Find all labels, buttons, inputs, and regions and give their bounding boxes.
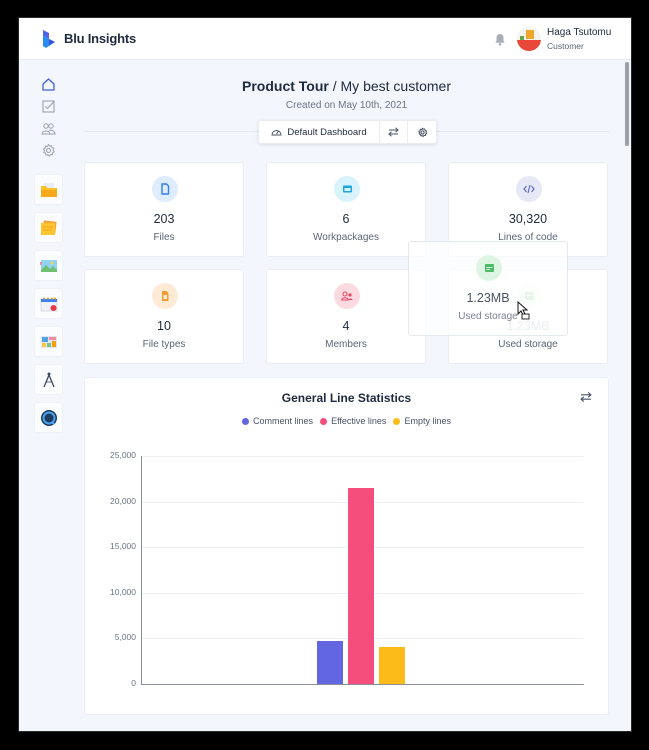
legend-item[interactable]: Empty lines	[393, 416, 451, 426]
swap-chart-icon[interactable]	[580, 391, 592, 403]
file-type-icon	[152, 283, 178, 309]
stat-card-members[interactable]: 4 Members	[266, 269, 426, 364]
customer-name: My best customer	[340, 78, 451, 94]
legend-label: Effective lines	[331, 416, 387, 426]
storage-icon	[476, 255, 502, 281]
gear-icon	[417, 127, 427, 137]
bar-comment-lines[interactable]	[317, 640, 343, 684]
stat-value: 4	[342, 319, 350, 333]
folder-icon	[40, 182, 57, 197]
legend-dot-icon	[242, 417, 250, 425]
gear-icon[interactable]	[41, 143, 56, 158]
app-tile-calendar[interactable]	[34, 288, 63, 319]
bar-chart: 0 5,000 10,000 15,000 20,000 25,000	[85, 378, 610, 716]
stat-label: Used storage	[458, 311, 518, 322]
calendar-icon	[40, 297, 57, 311]
scrollbar-thumb[interactable]	[625, 62, 629, 146]
speedometer-icon	[271, 130, 282, 136]
chart-title: General Line Statistics	[281, 391, 412, 405]
top-bar: Blu Insights Haga Tsutomu Customer	[19, 18, 631, 60]
sync-icon	[40, 409, 57, 426]
default-dashboard-label: Default Dashboard	[287, 126, 367, 138]
legend-item[interactable]: Effective lines	[320, 416, 386, 426]
stat-value: 6	[342, 212, 350, 226]
bar-empty-lines[interactable]	[379, 646, 405, 684]
users-icon[interactable]	[41, 121, 56, 136]
stat-label: Members	[325, 339, 367, 350]
y-axis-tick-label: 5,000	[114, 632, 136, 643]
chart-legend: Comment lines Effective lines Empty lines	[85, 416, 608, 426]
sticky-notes-icon	[40, 219, 57, 235]
brand-name: Blu Insights	[64, 31, 136, 46]
legend-label: Empty lines	[404, 416, 451, 426]
default-dashboard-button[interactable]: Default Dashboard	[259, 121, 380, 143]
page-scrollbar[interactable]	[624, 60, 630, 731]
app-tile-dashboards[interactable]	[34, 326, 63, 357]
x-axis	[141, 684, 584, 685]
dashboard-tiles-icon	[40, 335, 57, 348]
stat-value: 203	[153, 212, 175, 226]
stat-value: 30,320	[508, 212, 548, 226]
user-name[interactable]: Haga Tsutomu	[547, 27, 612, 38]
legend-item[interactable]: Comment lines	[242, 416, 313, 426]
stat-card-files[interactable]: 203 Files	[84, 162, 244, 257]
app-tile-codebase[interactable]	[34, 174, 63, 205]
y-axis	[141, 456, 142, 684]
stat-label: Files	[153, 232, 175, 243]
swap-arrows-icon	[388, 127, 399, 137]
project-name: Product Tour	[242, 78, 329, 94]
gridline	[141, 456, 584, 457]
stat-label: Workpackages	[313, 232, 379, 243]
stat-label: File types	[142, 339, 186, 350]
stat-label: Used storage	[498, 339, 558, 350]
created-date: Created on May 10th, 2021	[285, 100, 408, 111]
switch-dashboard-button[interactable]	[380, 121, 408, 143]
home-icon[interactable]	[41, 77, 56, 92]
move-cursor-icon	[517, 301, 530, 320]
stat-value: 1.23MB	[466, 291, 510, 305]
page-title: Product Tour / My best customer	[84, 78, 609, 94]
stat-card-file-types[interactable]: 10 File types	[84, 269, 244, 364]
y-axis-tick-label: 20,000	[110, 495, 136, 506]
bar-effective-lines[interactable]	[348, 487, 374, 684]
stat-card-workpackages[interactable]: 6 Workpackages	[266, 162, 426, 257]
y-axis-tick-label: 10,000	[110, 586, 136, 597]
blu-insights-logo-icon[interactable]	[41, 29, 57, 49]
compass-icon	[42, 372, 55, 387]
user-role: Customer	[547, 41, 584, 51]
app-tile-toolbox[interactable]	[34, 364, 63, 395]
stat-value: 10	[157, 319, 171, 333]
app-window: Blu Insights Haga Tsutomu Customer	[18, 17, 632, 732]
window-icon	[334, 176, 360, 202]
legend-dot-icon	[393, 417, 401, 425]
stat-label: Lines of code	[498, 232, 558, 243]
avatar[interactable]	[517, 27, 541, 51]
dashboard-settings-button[interactable]	[408, 121, 436, 143]
title-separator: /	[328, 78, 341, 94]
general-line-statistics-card: General Line Statistics Comment lines Eff…	[84, 377, 609, 715]
dragging-stat-card-used-storage[interactable]: 1.23MB Used storage	[408, 241, 568, 336]
checkbox-icon[interactable]	[41, 99, 56, 114]
file-icon	[152, 176, 178, 202]
code-icon	[516, 176, 542, 202]
app-tile-sticky-notes[interactable]	[34, 212, 63, 243]
user-group-icon	[334, 283, 360, 309]
image-icon	[39, 259, 57, 272]
app-tile-capture[interactable]	[34, 250, 63, 281]
notification-bell-icon[interactable]	[494, 33, 506, 46]
y-axis-tick-label: 25,000	[110, 450, 136, 460]
legend-label: Comment lines	[253, 416, 314, 426]
y-axis-tick-label: 0	[131, 678, 136, 688]
dashboard-toolbar: Default Dashboard	[258, 120, 437, 144]
legend-dot-icon	[320, 417, 328, 425]
avatar-image-icon	[517, 27, 541, 51]
y-axis-tick-label: 15,000	[110, 541, 136, 552]
app-tile-versions[interactable]	[34, 402, 63, 433]
